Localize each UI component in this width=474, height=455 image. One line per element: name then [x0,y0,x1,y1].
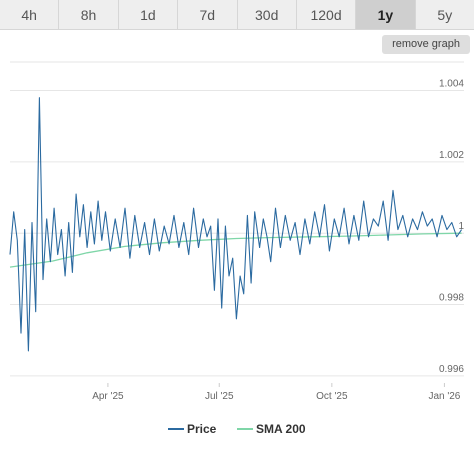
y-tick-label: 1 [458,221,464,232]
remove-graph-button[interactable]: remove graph [382,35,470,54]
chart-legend[interactable]: Price SMA 200 [168,422,306,436]
y-tick-label: 1.002 [439,150,464,161]
tab-5y[interactable]: 5y [415,0,474,30]
x-tick-label: Apr '25 [92,391,124,402]
chart-series [9,97,463,352]
timeframe-tabs: 4h 8h 1d 7d 30d 120d 1y 5y [0,0,474,30]
x-tick-label: Jan '26 [428,391,460,402]
tab-8h[interactable]: 8h [59,0,119,30]
y-tick-label: 1.004 [439,79,464,90]
tab-1d[interactable]: 1d [118,0,179,30]
y-tick-label: 0.996 [439,364,464,375]
tab-4h[interactable]: 4h [0,0,60,30]
x-tick-label: Jul '25 [205,391,234,402]
x-axis-ticks: Apr '25 Jul '25 Oct '25 Jan '26 [92,383,461,402]
tab-1y[interactable]: 1y [356,0,416,30]
tab-120d[interactable]: 120d [296,0,357,30]
legend-label: SMA 200 [256,422,306,436]
price-series-line [9,97,463,352]
y-axis-ticks: 0.996 0.998 1 1.002 1.004 [439,79,464,375]
sma-200-series-line [9,232,462,268]
y-tick-label: 0.998 [439,293,464,304]
x-tick-label: Oct '25 [316,391,348,402]
legend-item-price[interactable]: Price [168,422,217,436]
legend-label: Price [187,422,217,436]
tab-30d[interactable]: 30d [237,0,297,30]
legend-item-sma-200[interactable]: SMA 200 [237,422,306,436]
tab-7d[interactable]: 7d [178,0,238,30]
